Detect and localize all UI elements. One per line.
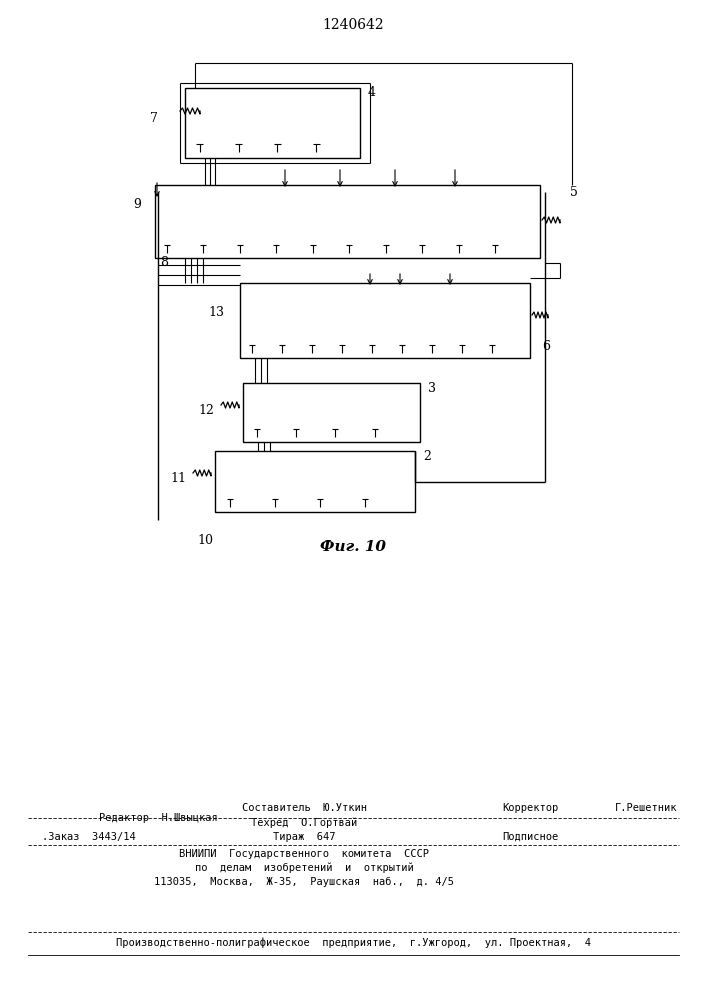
Text: 2: 2 [423,450,431,462]
Bar [243,383,420,442]
Text: Редактор  Н.Швыцкая: Редактор Н.Швыцкая [99,813,218,823]
Text: Подписное: Подписное [502,832,559,842]
Text: Корректор: Корректор [502,803,559,813]
Text: Тираж  647: Тираж 647 [273,832,335,842]
Text: 3: 3 [428,381,436,394]
Text: 5: 5 [570,186,578,200]
Bar [240,283,530,358]
Text: Техред  О.Гортвай: Техред О.Гортвай [251,818,357,828]
Bar [215,451,415,512]
Text: Фиг. 10: Фиг. 10 [320,540,386,554]
Text: по  делам  изобретений  и  открытий: по делам изобретений и открытий [194,863,414,873]
Text: 9: 9 [133,198,141,212]
Text: Г.Решетник: Г.Решетник [615,803,677,813]
Text: 4: 4 [368,87,376,100]
Bar [155,185,540,258]
Text: 13: 13 [208,306,224,320]
Text: 1240642: 1240642 [322,18,384,32]
Bar [185,88,360,158]
Text: ВНИИПИ  Государственного  комитета  СССР: ВНИИПИ Государственного комитета СССР [179,849,429,859]
Text: 8: 8 [160,256,168,269]
Text: Производственно-полиграфическое  предприятие,  г.Ужгород,  ул. Проектная,  4: Производственно-полиграфическое предприя… [116,938,591,948]
Text: 11: 11 [170,473,186,486]
Text: 12: 12 [198,404,214,418]
Text: Составитель  Ю.Уткин: Составитель Ю.Уткин [242,803,366,813]
Text: 113035,  Москва,  Ж-35,  Раушская  наб.,  д. 4/5: 113035, Москва, Ж-35, Раушская наб., д. … [154,877,454,887]
Text: 10: 10 [197,534,213,546]
Text: 6: 6 [542,340,550,353]
Text: .Заказ  3443/14: .Заказ 3443/14 [42,832,136,842]
Text: 7: 7 [150,111,158,124]
